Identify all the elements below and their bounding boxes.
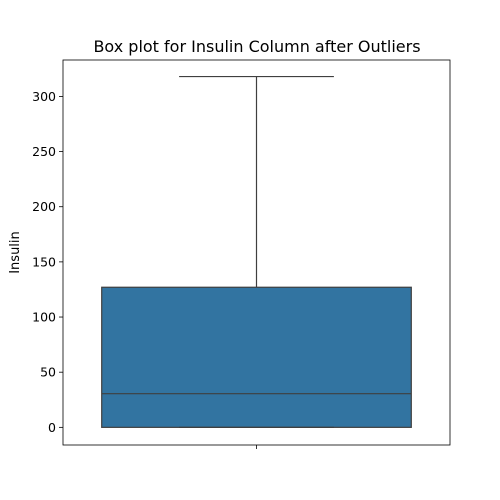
y-tick-label-3: 150 (32, 254, 56, 269)
y-tick-label-5: 250 (32, 144, 56, 159)
y-tick-label-4: 200 (32, 199, 56, 214)
y-tick-label-6: 300 (32, 89, 56, 104)
y-tick-label-0: 0 (48, 420, 56, 435)
y-tick-label-2: 100 (32, 310, 56, 325)
y-axis-ticks: 0 50 100 150 200 250 300 (32, 89, 63, 435)
box-series (101, 75, 412, 428)
chart-title: Box plot for Insulin Column after Outlie… (93, 37, 420, 56)
y-axis-label: Insulin (8, 231, 23, 274)
plot-frame (62, 59, 451, 446)
y-tick-label-1: 50 (40, 365, 56, 380)
box-iqr (101, 286, 412, 428)
